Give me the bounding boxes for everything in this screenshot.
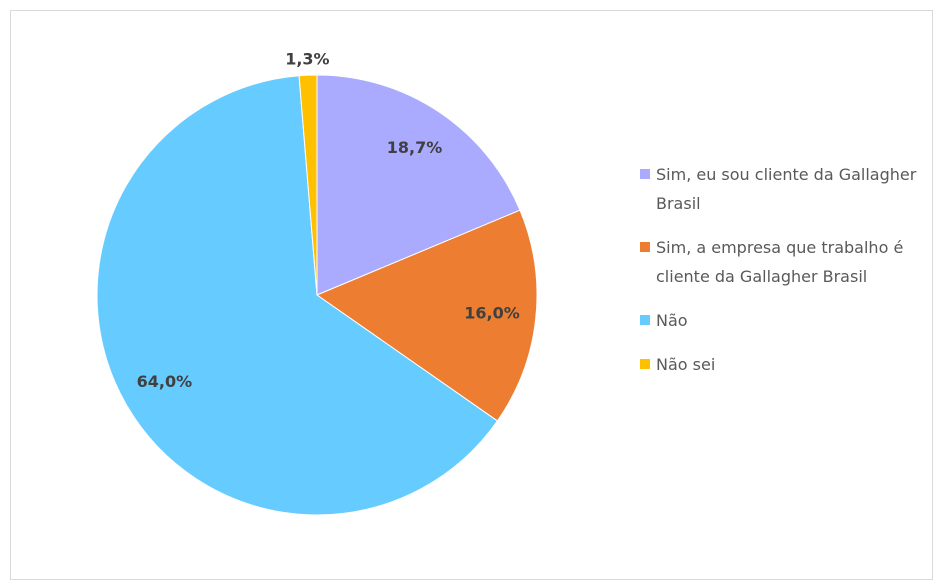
legend: Sim, eu sou cliente da Gallagher Brasil S… [640, 160, 930, 394]
pie-slice [316, 74, 521, 296]
legend-entry: Não sei [640, 350, 930, 379]
legend-swatch [640, 359, 650, 369]
legend-entry: Não [640, 306, 930, 335]
legend-label: Sim, a empresa que trabalho é cliente da… [656, 238, 904, 286]
pie-slice [96, 75, 499, 516]
legend-swatch [640, 169, 650, 179]
data-label: 16,0% [464, 303, 520, 322]
legend-label: Não sei [656, 355, 716, 374]
legend-label: Não [656, 311, 688, 330]
data-label: 18,7% [387, 138, 443, 157]
pie-slice [315, 209, 538, 422]
legend-swatch [640, 242, 650, 252]
data-label: 1,3% [285, 50, 329, 69]
legend-swatch [640, 315, 650, 325]
legend-entry: Sim, eu sou cliente da Gallagher Brasil [640, 160, 930, 218]
legend-label: Sim, eu sou cliente da Gallagher Brasil [656, 165, 917, 213]
pie-slice [298, 74, 318, 296]
data-label: 64,0% [137, 372, 193, 391]
legend-entry: Sim, a empresa que trabalho é cliente da… [640, 233, 930, 291]
